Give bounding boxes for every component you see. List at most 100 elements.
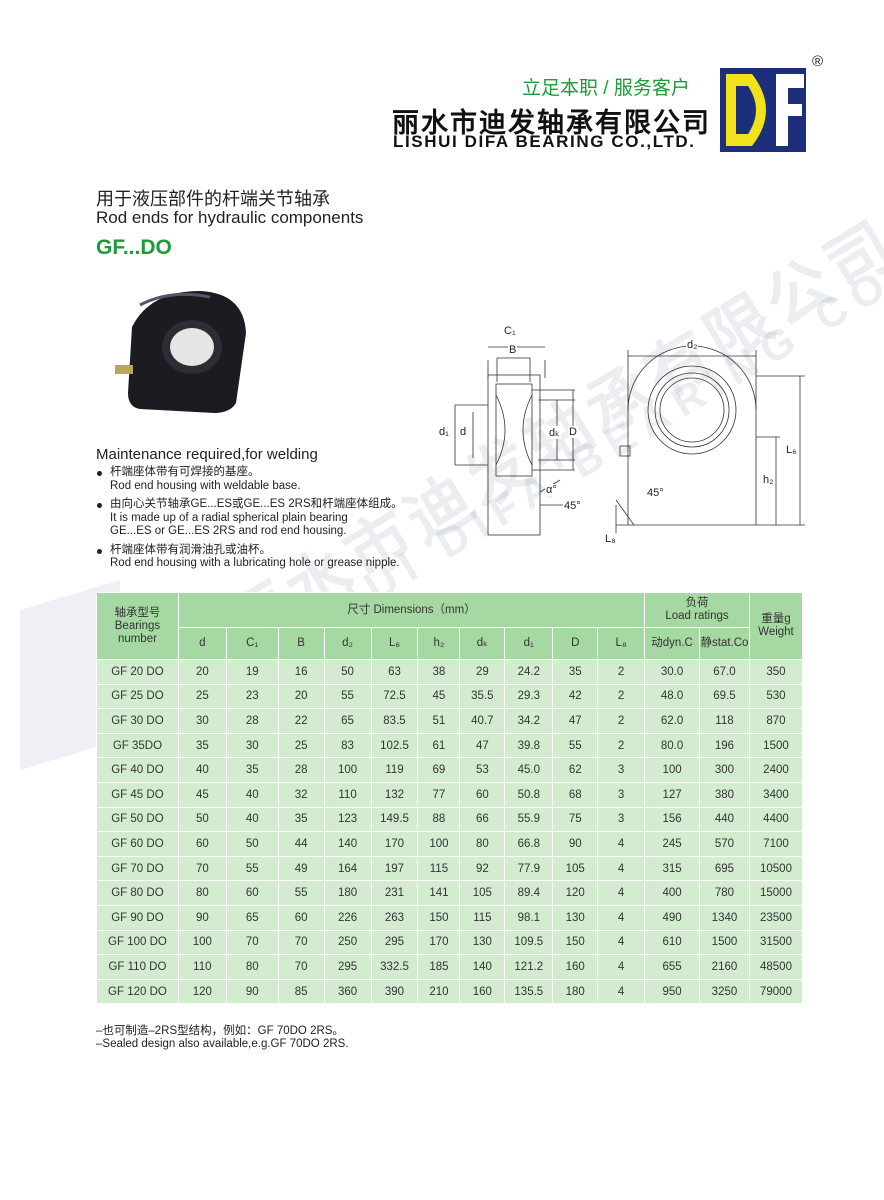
value-cell: 2 — [597, 659, 646, 685]
value-cell: 55 — [552, 732, 599, 759]
value-cell: 23500 — [748, 904, 804, 931]
head-column: dₖ — [459, 627, 506, 660]
value-cell: 109.5 — [504, 929, 554, 956]
value-cell: 75 — [552, 806, 599, 833]
value-cell: 89.4 — [504, 880, 554, 906]
bearing-cell: GF 120 DO — [96, 978, 179, 1005]
bearing-cell: GF 50 DO — [96, 806, 179, 833]
value-cell: 170 — [417, 929, 461, 956]
head-row: 轴承型号 Bearings number 尺寸 Dimensions（mm） 负荷 Loa… — [96, 592, 804, 660]
value-cell: 164 — [323, 855, 372, 882]
value-cell: 100 — [323, 757, 372, 783]
value-cell: 4400 — [748, 806, 804, 833]
value-cell: 90 — [177, 904, 227, 931]
value-cell: 88 — [417, 806, 461, 833]
bearing-cell: GF 80 DO — [96, 880, 179, 906]
head-text: 负荷 — [685, 597, 709, 609]
drawing-label: D — [568, 426, 578, 438]
value-cell: 35 — [225, 757, 279, 783]
value-cell: 60 — [459, 781, 506, 808]
value-cell: 140 — [323, 831, 372, 857]
head-dimensions: 尺寸 Dimensions（mm） — [177, 592, 646, 628]
outer-ring — [647, 365, 737, 455]
value-cell: 2 — [597, 732, 646, 759]
value-cell: 390 — [370, 978, 419, 1005]
value-cell: 4 — [597, 831, 646, 857]
model: GF...DO — [96, 236, 172, 259]
value-cell: 1340 — [699, 904, 750, 931]
value-cell: 160 — [552, 954, 599, 980]
value-cell: 130 — [552, 904, 599, 931]
title-en: Rod ends for hydraulic components — [96, 208, 364, 227]
value-cell: 150 — [552, 929, 599, 956]
head-text: Weight — [758, 626, 794, 638]
table-row: GF 35DO 35 30 25 83 102.5 61 47 39.8 55 2 80.0 196 15… — [96, 732, 804, 759]
value-cell: 115 — [459, 904, 506, 931]
value-cell: 40 — [225, 806, 279, 833]
feature-en: Rod end housing with a lubricating hole … — [110, 557, 400, 569]
value-cell: 55.9 — [504, 806, 554, 833]
value-cell: 70 — [277, 929, 325, 956]
value-cell: 210 — [417, 978, 461, 1005]
value-cell: 47 — [552, 708, 599, 734]
value-cell: 102.5 — [370, 732, 419, 759]
ring — [654, 372, 730, 448]
feature-en: GE...ES or GE...ES 2RS and rod end housi… — [110, 525, 347, 537]
bearing-cell: GF 110 DO — [96, 954, 179, 980]
value-cell: 90 — [225, 978, 279, 1005]
value-cell: 3 — [597, 757, 646, 783]
highlight — [139, 292, 211, 307]
bearing-cell: GF 20 DO — [96, 659, 179, 685]
value-cell: 70 — [277, 954, 325, 980]
value-cell: 61 — [417, 732, 461, 759]
bearing-cell: GF 35DO — [96, 732, 179, 759]
value-cell: 62 — [552, 757, 599, 783]
value-cell: 2400 — [748, 757, 804, 783]
value-cell: 28 — [225, 708, 279, 734]
bearing-cell: GF 45 DO — [96, 781, 179, 808]
value-cell: 2 — [597, 708, 646, 734]
value-cell: 30 — [177, 708, 227, 734]
value-cell: 226 — [323, 904, 372, 931]
value-cell: 250 — [323, 929, 372, 956]
table-row: GF 25 DO 25 23 20 55 72.5 45 35.5 29.3 42 2 48.0 69.… — [96, 683, 804, 710]
value-cell: 38 — [417, 659, 461, 685]
value-cell: 3 — [597, 781, 646, 808]
head-text: 轴承型号 — [114, 606, 161, 619]
head-column: d₂ — [323, 627, 372, 660]
value-cell: 92 — [459, 855, 506, 882]
value-cell: 68 — [552, 781, 599, 808]
front-dims — [615, 350, 805, 545]
value-cell: 90 — [552, 831, 599, 857]
value-cell: 15000 — [748, 880, 804, 906]
value-cell: 69 — [417, 757, 461, 783]
note-cn: –也可制造–2RS型结构，例如：GF 70DO 2RS。 — [96, 1025, 344, 1037]
value-cell: 80 — [459, 831, 506, 857]
value-cell: 60 — [277, 904, 325, 931]
table-row: GF 30 DO 30 28 22 65 83.5 51 40.7 34.2 47 2 62.0 118… — [96, 708, 804, 734]
value-cell: 67.0 — [699, 659, 750, 685]
value-cell: 62.0 — [644, 708, 700, 734]
value-cell: 44 — [277, 831, 325, 857]
value-cell: 105 — [459, 880, 506, 906]
value-cell: 70 — [225, 929, 279, 956]
product-photo — [115, 291, 246, 413]
value-cell: 130 — [459, 929, 506, 956]
value-cell: 63 — [370, 659, 419, 685]
value-cell: 65 — [323, 708, 372, 734]
bullet — [97, 471, 102, 476]
table-head: 轴承型号 Bearings number 尺寸 Dimensions（mm） 负荷 Loa… — [96, 592, 804, 660]
bearing-cell: GF 40 DO — [96, 757, 179, 783]
value-cell: 2 — [597, 683, 646, 710]
bore-circle — [659, 377, 725, 443]
value-cell: 315 — [644, 855, 700, 882]
value-cell: 141 — [417, 880, 461, 906]
value-cell: 55 — [323, 683, 372, 710]
value-cell: 80 — [177, 880, 227, 906]
value-cell: 80 — [225, 954, 279, 980]
drawing-label: 45° — [646, 487, 665, 499]
value-cell: 51 — [417, 708, 461, 734]
bearing-cell: GF 100 DO — [96, 929, 179, 956]
value-cell: 490 — [644, 904, 700, 931]
value-cell: 115 — [417, 855, 461, 882]
